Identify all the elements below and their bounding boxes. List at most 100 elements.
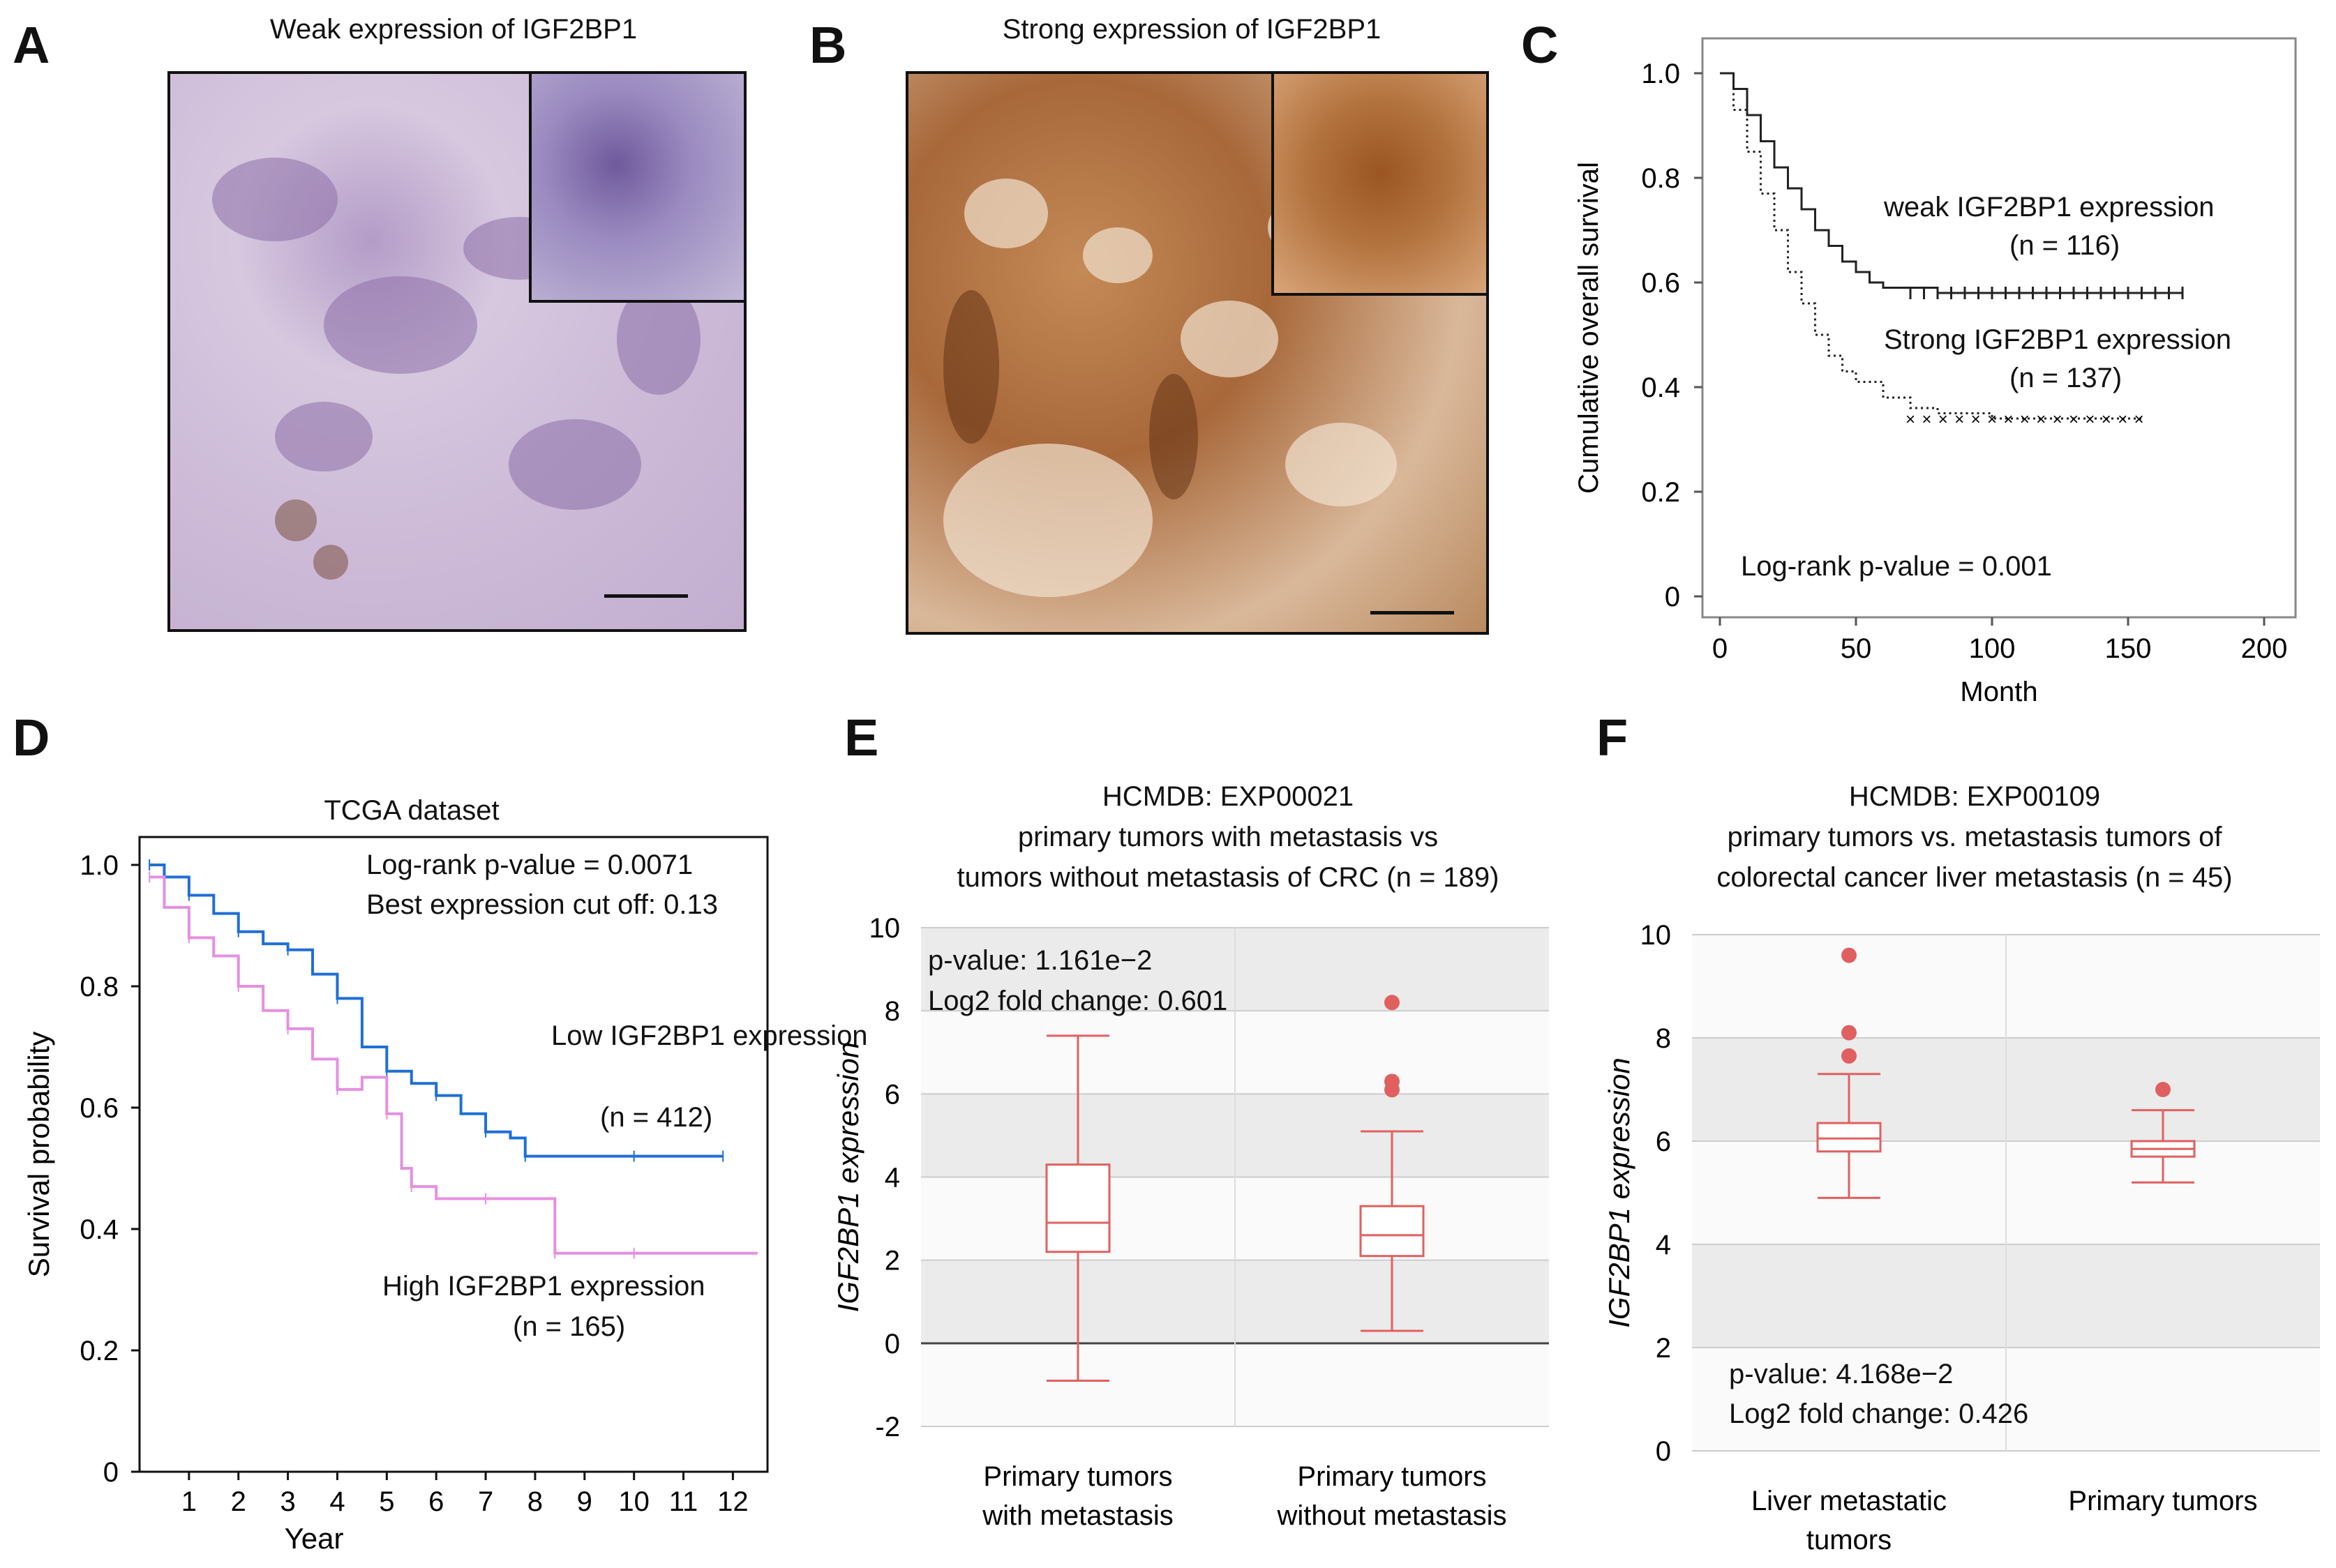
box [1359, 1205, 1425, 1258]
category-label: Primary tumors [1297, 1461, 1486, 1492]
panel-letter-d: D [13, 709, 50, 767]
panel-d-title: TCGA dataset [324, 795, 500, 826]
y-tick-label: 0 [1665, 582, 1680, 612]
outlier-point [1841, 1048, 1857, 1064]
y-tick-label: 10 [869, 913, 901, 944]
scale-bar [1370, 611, 1454, 615]
panel-f-title-2: primary tumors vs. metastasis tumors of [1727, 822, 2222, 852]
scale-bar [604, 594, 688, 598]
km-curve-weak [1720, 72, 2182, 294]
chart-f-pvalue: p-value: 4.168e−2 [1729, 1359, 1954, 1389]
panel-f-title-1: HCMDB: EXP00109 [1848, 781, 2101, 812]
chart-c-legend-weak-n: (n = 116) [2009, 230, 2120, 261]
y-tick-label: 10 [1640, 920, 1672, 951]
outlier-point [1841, 1025, 1857, 1041]
y-tick-label: 0.8 [80, 972, 119, 1002]
plot-frame [1701, 37, 2297, 619]
y-axis-label: Survival probability [22, 1032, 55, 1278]
box-chart-e: -2 0 2 4 6 8 10 IGF2BP1 expression Primary tumor… [832, 913, 1549, 1531]
censor-mark: × [1971, 410, 1981, 429]
chart-d-cutoff: Best expression cut off: 0.13 [366, 889, 719, 920]
chart-f-foldchange: Log2 fold change: 0.426 [1729, 1399, 2029, 1429]
category-label: without metastasis [1276, 1500, 1506, 1531]
y-tick-label: -2 [875, 1412, 900, 1442]
y-tick-label: 8 [885, 996, 900, 1027]
panel-e-title-1: HCMDB: EXP00021 [1102, 781, 1354, 812]
y-axis-label: IGF2BP1 expression [832, 1042, 864, 1313]
chart-c-legend-weak: weak IGF2BP1 expression [1884, 192, 2215, 223]
chart-e-foldchange: Log2 fold change: 0.601 [928, 986, 1228, 1016]
x-tick-label: 7 [478, 1486, 493, 1517]
y-tick-label: 8 [1656, 1023, 1671, 1054]
panel-f-title-3: colorectal cancer liver metastasis (n = … [1716, 862, 2233, 893]
censor-mark: × [2036, 410, 2046, 429]
y-tick-label: 0.6 [80, 1093, 119, 1124]
y-tick-label: 4 [1656, 1230, 1671, 1260]
category-label: tumors [1806, 1525, 1892, 1555]
outlier-point [1384, 995, 1400, 1011]
x-tick-label: 11 [669, 1486, 698, 1517]
censor-mark: × [2053, 410, 2062, 429]
y-tick-label: 4 [885, 1163, 900, 1193]
censor-mark: × [1987, 410, 1997, 429]
category-label: Liver metastatic [1751, 1486, 1947, 1516]
y-tick-label: 1.0 [80, 850, 119, 881]
plot-frame [138, 836, 769, 1473]
panel-e-title-3: tumors without metastasis of CRC (n = 18… [957, 862, 1499, 893]
y-tick-label: 6 [1656, 1126, 1671, 1157]
y-tick-label: 0.4 [80, 1214, 119, 1245]
chart-d-pvalue: Log-rank p-value = 0.0071 [366, 850, 694, 880]
strong-tissue-texture [943, 179, 1397, 597]
chart-c-legend-strong-n: (n = 137) [2009, 363, 2122, 393]
category-label: Primary tumors [983, 1461, 1172, 1492]
y-axis-label: IGF2BP1 expression [1603, 1057, 1635, 1328]
x-tick-label: 100 [1969, 633, 2016, 664]
panel-letter-b: B [809, 16, 847, 74]
strong-ihc-micrograph [906, 71, 1489, 635]
x-tick-label: 9 [577, 1486, 592, 1517]
chart-d-legend-low-n: (n = 412) [600, 1102, 713, 1133]
km-curve-low [149, 864, 724, 1158]
panel-letter-a: A [13, 16, 50, 74]
y-tick-label: 0.6 [1641, 268, 1680, 299]
panel-e-title-2: primary tumors with metastasis vs [1017, 822, 1439, 852]
chart-d-legend-high: High IGF2BP1 expression [382, 1271, 705, 1302]
x-tick-label: 1 [181, 1486, 197, 1517]
censor-mark: × [2069, 410, 2079, 429]
y-tick-label: 2 [1656, 1333, 1671, 1364]
y-tick-label: 6 [885, 1079, 900, 1110]
y-tick-label: 0.8 [1641, 163, 1680, 194]
y-tick-label: 0 [885, 1329, 900, 1359]
y-tick-label: 0.2 [1641, 477, 1680, 508]
censor-mark: × [1954, 410, 1964, 429]
km-curve-high [149, 875, 758, 1255]
censor-mark: × [1906, 410, 1915, 429]
outlier-point [1384, 1082, 1400, 1098]
chart-d-legend-low: Low IGF2BP1 expression [551, 1020, 868, 1051]
chart-c-legend-strong: Strong IGF2BP1 expression [1884, 324, 2232, 355]
x-tick-label: 5 [379, 1486, 394, 1517]
x-tick-label: 200 [2241, 633, 2288, 664]
censor-mark: × [1938, 410, 1948, 429]
chart-c-pvalue: Log-rank p-value = 0.001 [1741, 551, 2052, 582]
y-tick-label: 0 [103, 1457, 119, 1488]
y-tick-label: 0 [1656, 1436, 1671, 1467]
x-tick-label: 0 [1712, 633, 1728, 664]
x-tick-label: 150 [2105, 633, 2152, 664]
outlier-point [2155, 1082, 2171, 1097]
chart-d-legend-high-n: (n = 165) [513, 1311, 626, 1342]
x-tick-label: 6 [428, 1486, 444, 1517]
censor-mark: × [2085, 410, 2095, 429]
x-tick-label: 3 [280, 1486, 295, 1517]
x-tick-label: 4 [329, 1486, 345, 1517]
x-tick-label: 50 [1841, 633, 1872, 664]
x-tick-label: 12 [717, 1486, 749, 1517]
chart-e-pvalue: p-value: 1.161e−2 [928, 945, 1153, 976]
censor-mark: × [2134, 410, 2144, 429]
survival-chart-d: 00.20.40.60.81.01 2 3 4 5 6 7 8 9 10 11 12YearSurvi… [22, 836, 769, 1555]
x-tick-label: 8 [527, 1486, 543, 1517]
censor-mark: × [2118, 410, 2127, 429]
strong-ihc-inset [1271, 74, 1486, 296]
box [1045, 1163, 1111, 1253]
y-tick-label: 0.2 [80, 1336, 119, 1366]
